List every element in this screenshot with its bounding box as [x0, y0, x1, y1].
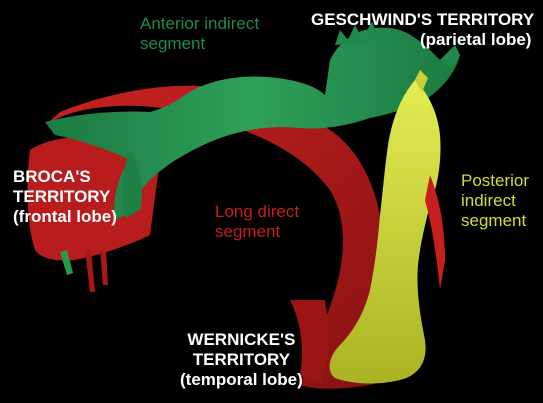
- posterior-indirect-segment-word: segment: [461, 211, 527, 230]
- geschwind-territory-lobe: (parietal lobe): [420, 30, 532, 49]
- posterior-indirect-segment-label: Posterior indirect segment: [461, 171, 529, 231]
- wernicke-territory-lobe: (temporal lobe): [180, 370, 303, 389]
- long-direct-segment-label: Long direct segment: [215, 202, 299, 242]
- broca-territory-label: BROCA'S TERRITORY (frontal lobe): [13, 167, 117, 227]
- anterior-indirect-segment-tract: [45, 22, 460, 221]
- posterior-indirect-segment-title: Posterior: [461, 171, 530, 190]
- wernicke-territory-title-2: TERRITORY: [192, 350, 291, 369]
- long-direct-segment-title: Long direct: [215, 202, 300, 221]
- geschwind-territory-title: GESCHWIND'S TERRITORY: [311, 10, 535, 29]
- wernicke-territory-label: WERNICKE'S TERRITORY (temporal lobe): [180, 330, 303, 390]
- broca-territory-title-2: TERRITORY: [13, 187, 111, 206]
- wernicke-territory-title: WERNICKE'S: [187, 330, 296, 349]
- anterior-indirect-segment-word: segment: [140, 34, 206, 53]
- broca-territory-title: BROCA'S: [13, 167, 91, 186]
- geschwind-territory-label: GESCHWIND'S TERRITORY (parietal lobe): [311, 10, 534, 50]
- anterior-indirect-segment-label: Anterior indirect segment: [140, 14, 259, 54]
- anterior-indirect-segment-title: Anterior indirect: [140, 14, 260, 33]
- posterior-indirect-segment-tract: [329, 70, 445, 384]
- long-direct-segment-word: segment: [215, 222, 281, 241]
- posterior-indirect-segment-title-2: indirect: [461, 191, 516, 210]
- broca-territory-lobe: (frontal lobe): [13, 207, 117, 226]
